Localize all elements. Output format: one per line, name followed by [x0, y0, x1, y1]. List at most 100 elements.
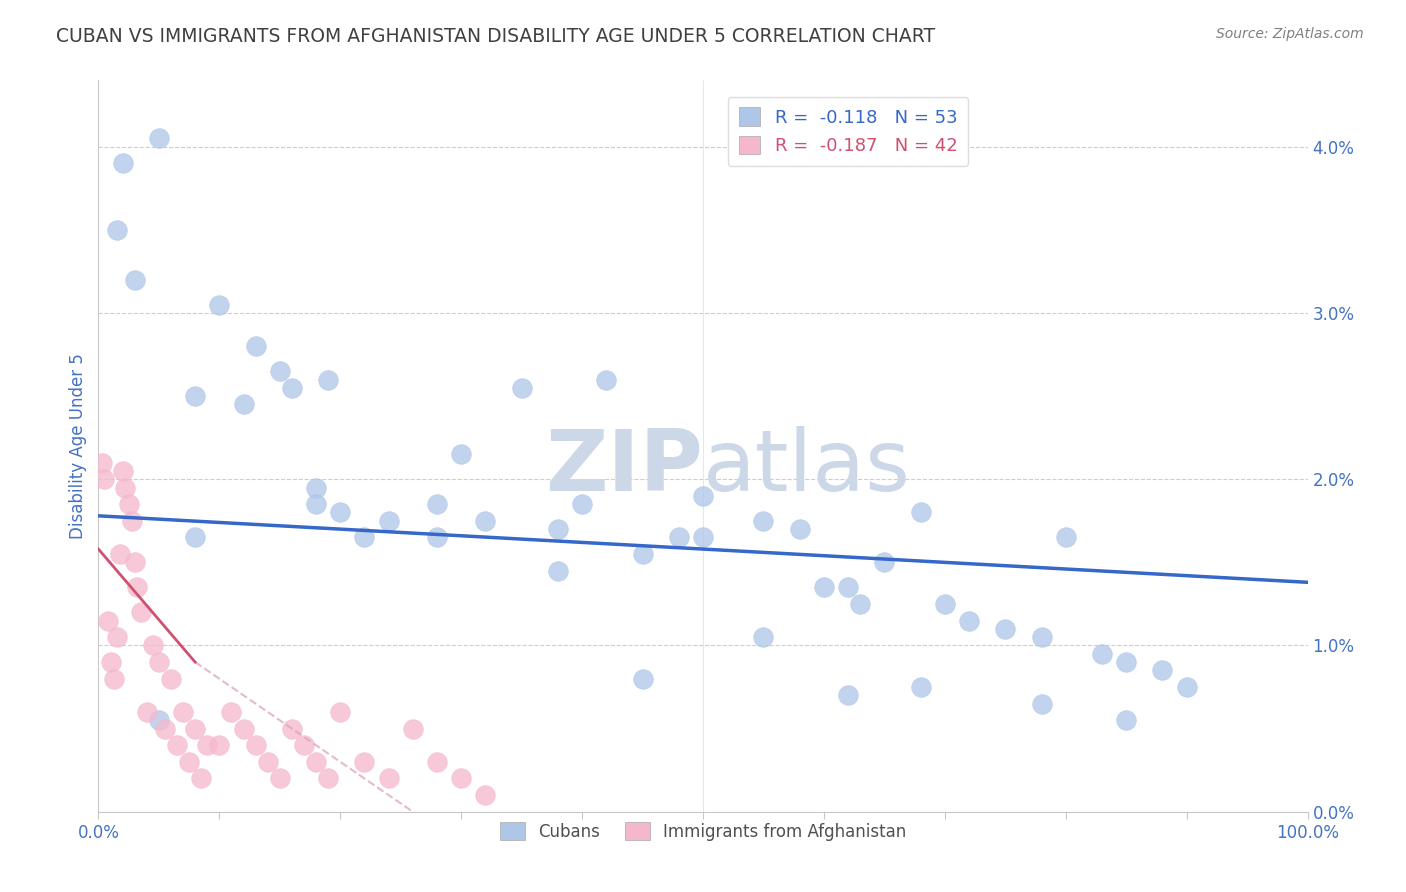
- Point: [221, 705, 243, 719]
- Point: [752, 630, 775, 644]
- Point: [111, 464, 134, 478]
- Point: [353, 755, 375, 769]
- Point: [849, 597, 872, 611]
- Point: [474, 788, 496, 802]
- Point: [934, 597, 956, 611]
- Point: [752, 514, 775, 528]
- Point: [124, 273, 146, 287]
- Point: [1115, 655, 1137, 669]
- Point: [1175, 680, 1198, 694]
- Point: [256, 755, 278, 769]
- Point: [329, 705, 352, 719]
- Point: [100, 655, 122, 669]
- Point: [305, 481, 328, 495]
- Point: [873, 555, 896, 569]
- Point: [377, 514, 399, 528]
- Point: [160, 672, 183, 686]
- Point: [994, 622, 1017, 636]
- Point: [450, 447, 472, 461]
- Point: [292, 738, 315, 752]
- Point: [426, 530, 449, 544]
- Point: [571, 497, 593, 511]
- Point: [103, 672, 125, 686]
- Point: [148, 131, 170, 145]
- Point: [281, 722, 304, 736]
- Point: [1031, 697, 1053, 711]
- Legend: Cubans, Immigrants from Afghanistan: Cubans, Immigrants from Afghanistan: [494, 816, 912, 847]
- Point: [281, 381, 304, 395]
- Point: [232, 397, 254, 411]
- Point: [108, 547, 131, 561]
- Point: [1152, 664, 1174, 678]
- Point: [426, 497, 449, 511]
- Point: [837, 689, 859, 703]
- Point: [93, 472, 115, 486]
- Point: [179, 755, 201, 769]
- Point: [789, 522, 811, 536]
- Point: [105, 223, 128, 237]
- Point: [184, 389, 207, 403]
- Point: [957, 614, 980, 628]
- Point: [910, 506, 932, 520]
- Point: [105, 630, 128, 644]
- Point: [813, 580, 835, 594]
- Point: [118, 497, 141, 511]
- Point: [269, 772, 291, 786]
- Point: [1054, 530, 1077, 544]
- Point: [153, 722, 176, 736]
- Point: [547, 522, 569, 536]
- Point: [124, 555, 146, 569]
- Point: [245, 738, 267, 752]
- Point: [353, 530, 375, 544]
- Point: [910, 680, 932, 694]
- Point: [1031, 630, 1053, 644]
- Y-axis label: Disability Age Under 5: Disability Age Under 5: [69, 353, 87, 539]
- Point: [208, 298, 231, 312]
- Point: [195, 738, 218, 752]
- Point: [269, 364, 291, 378]
- Point: [450, 772, 472, 786]
- Point: [172, 705, 194, 719]
- Point: [402, 722, 425, 736]
- Point: [474, 514, 496, 528]
- Point: [148, 655, 170, 669]
- Point: [305, 755, 328, 769]
- Point: [97, 614, 120, 628]
- Point: [184, 722, 207, 736]
- Point: [316, 772, 339, 786]
- Point: [377, 772, 399, 786]
- Point: [148, 714, 170, 728]
- Point: [91, 456, 114, 470]
- Point: [166, 738, 188, 752]
- Point: [668, 530, 690, 544]
- Point: [142, 639, 165, 653]
- Point: [190, 772, 212, 786]
- Point: [232, 722, 254, 736]
- Point: [547, 564, 569, 578]
- Point: [1091, 647, 1114, 661]
- Point: [692, 530, 714, 544]
- Point: [631, 547, 654, 561]
- Point: [595, 372, 617, 386]
- Point: [111, 156, 134, 170]
- Point: [329, 506, 352, 520]
- Point: [510, 381, 533, 395]
- Point: [631, 672, 654, 686]
- Point: [245, 339, 267, 353]
- Point: [135, 705, 157, 719]
- Point: [184, 530, 207, 544]
- Point: [208, 738, 231, 752]
- Text: Source: ZipAtlas.com: Source: ZipAtlas.com: [1216, 27, 1364, 41]
- Point: [129, 605, 152, 619]
- Point: [316, 372, 339, 386]
- Point: [837, 580, 859, 594]
- Point: [426, 755, 449, 769]
- Point: [1115, 714, 1137, 728]
- Text: CUBAN VS IMMIGRANTS FROM AFGHANISTAN DISABILITY AGE UNDER 5 CORRELATION CHART: CUBAN VS IMMIGRANTS FROM AFGHANISTAN DIS…: [56, 27, 935, 45]
- Point: [121, 514, 143, 528]
- Text: ZIP: ZIP: [546, 426, 703, 509]
- Text: atlas: atlas: [703, 426, 911, 509]
- Point: [305, 497, 328, 511]
- Point: [127, 580, 149, 594]
- Point: [114, 481, 136, 495]
